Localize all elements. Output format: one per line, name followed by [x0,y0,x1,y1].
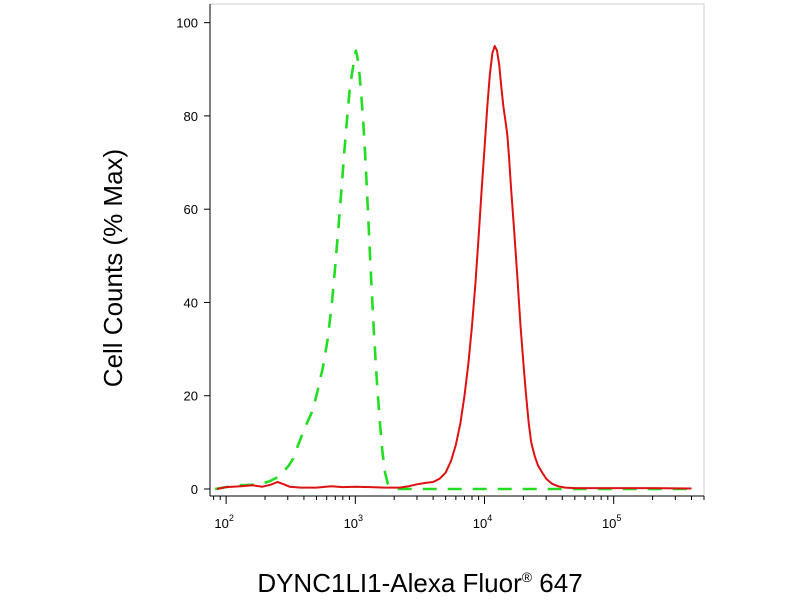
y-axis-ticks: 0 20 40 60 80 100 [176,16,210,497]
y-tick-label: 60 [184,202,198,217]
x-axis-ticks: 102 103 104 105 [213,496,705,531]
x-tick-label: 105 [602,513,621,531]
x-tick-label-base: 10 [602,516,616,531]
histogram-dashed-green-line [214,49,692,491]
x-tick-label: 104 [473,513,492,531]
x-tick-label-base: 10 [344,516,358,531]
series-layer [214,45,692,491]
x-axis-title-registered-mark: ® [522,569,533,585]
x-tick-label-exponent: 5 [616,513,621,523]
x-tick-label-exponent: 4 [487,513,492,523]
x-axis-title-main: DYNC1LI1-Alexa Fluor [257,568,522,598]
y-tick-label: 100 [176,16,198,31]
y-axis-title: Cell Counts (% Max) [98,149,128,387]
y-tick-label: 20 [184,389,198,404]
x-tick-label-base: 10 [473,516,487,531]
histogram-solid-red-line [216,45,692,490]
x-tick-label-exponent: 3 [358,513,363,523]
x-axis-title-tail: 647 [532,568,583,598]
y-tick-label: 0 [191,482,198,497]
x-tick-label: 102 [214,513,233,531]
plot-area [209,3,705,497]
x-tick-label-base: 10 [214,516,228,531]
x-axis-title: DYNC1LI1-Alexa Fluor® 647 [257,568,582,598]
y-tick-label: 40 [184,295,198,310]
x-tick-label-exponent: 2 [229,513,234,523]
y-tick-label: 80 [184,109,198,124]
plot-frame [209,3,705,497]
x-tick-label: 103 [344,513,363,531]
